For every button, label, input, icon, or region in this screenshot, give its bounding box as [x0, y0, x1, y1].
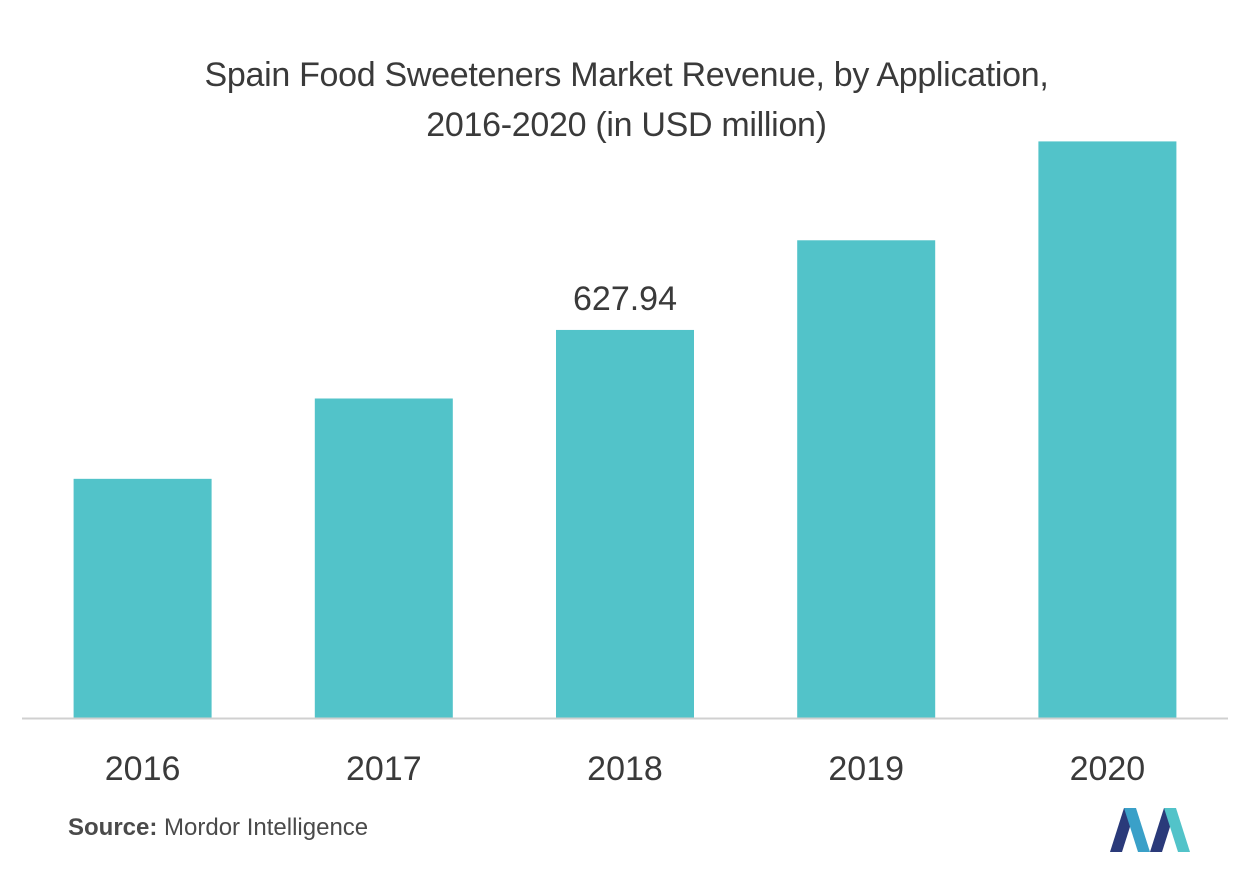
chart-title-line-2: 2016-2020 (in USD million)	[426, 106, 827, 144]
mordor-intelligence-logo-icon	[1110, 808, 1190, 852]
x-tick-label: 2016	[105, 750, 181, 788]
bar-2019	[797, 240, 936, 718]
source-text: Mordor Intelligence	[164, 814, 369, 841]
chart-title-line-1: Spain Food Sweeteners Market Revenue, by…	[204, 56, 1049, 94]
x-tick-label: 2017	[346, 750, 422, 788]
bar-2020	[1038, 141, 1177, 718]
chart-title: Spain Food Sweeteners Market Revenue, by…	[0, 50, 1253, 150]
bar-2017	[314, 398, 453, 718]
bar-2018	[556, 329, 694, 718]
source-note: Source: Mordor Intelligence	[68, 814, 368, 842]
data-label: 627.94	[573, 280, 677, 318]
bar-2016	[73, 478, 212, 718]
x-tick-label: 2018	[587, 750, 663, 788]
source-label: Source:	[68, 814, 158, 841]
x-tick-label: 2019	[828, 750, 904, 788]
x-tick-label: 2020	[1070, 750, 1146, 788]
